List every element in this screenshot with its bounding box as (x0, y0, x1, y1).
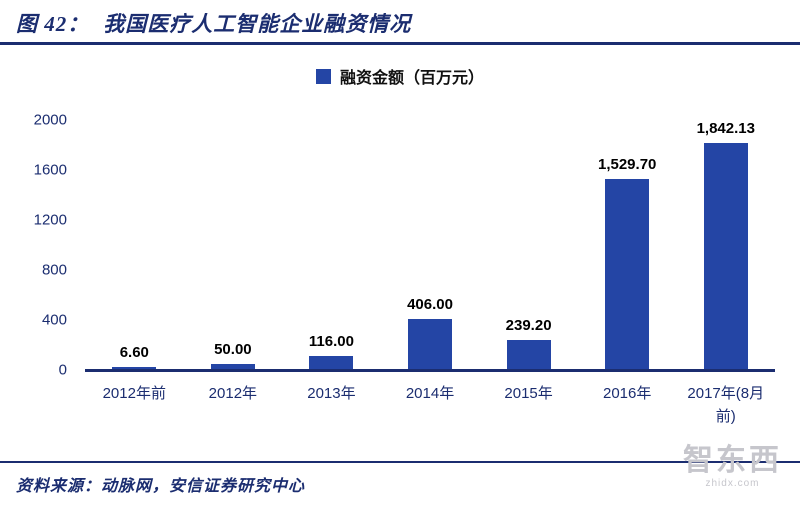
chart-legend: 融资金额（百万元） (0, 64, 800, 89)
x-axis-label: 2015年 (504, 385, 553, 402)
legend-label: 融资金额（百万元） (339, 70, 484, 87)
watermark-subtext: zhidx.com (705, 478, 760, 489)
bar-value-label: 50.00 (214, 340, 252, 358)
bar (506, 340, 551, 370)
footer-divider (0, 461, 800, 463)
bar-value-label: 239.20 (505, 317, 552, 335)
y-axis: 0 400 800 1200 1600 2000 (0, 112, 75, 379)
y-tick-label: 2000 (33, 111, 67, 129)
bar-group: 406.00 2014年 (381, 120, 480, 402)
bar-group: 1,842.13 2017年(8月前) (676, 120, 775, 425)
source-note: 资料来源：动脉网，安信证券研究中心 (16, 478, 306, 495)
bar (112, 367, 157, 370)
watermark-text: 智东西 (683, 444, 782, 477)
bar-value-label: 406.00 (407, 296, 453, 314)
x-axis-label: 2014年 (405, 385, 455, 402)
chart-title: 图 42： 我国医疗人工智能企业融资情况 (16, 8, 784, 38)
plot-area: 6.60 2012年前 50.00 2012年 116.00 2013年 406.00 201… (85, 120, 775, 425)
watermark: 智东西 zhidx.com (683, 446, 782, 489)
bar-group: 1,529.70 2016年 (578, 120, 677, 402)
title-divider (0, 42, 800, 45)
y-tick-label: 0 (58, 361, 67, 379)
figure-number: 图 42： (16, 12, 90, 36)
bar (309, 355, 354, 370)
bar-value-label: 6.60 (119, 344, 149, 361)
y-tick-label: 1600 (33, 161, 67, 179)
bar-group: 239.20 2015年 (479, 120, 578, 402)
y-tick-label: 1200 (33, 211, 67, 229)
x-axis-label: 2012年前 (102, 385, 166, 402)
figure-title-text: 我国医疗人工智能企业融资情况 (103, 12, 412, 36)
x-axis-label: 2012年 (208, 385, 258, 402)
x-axis-label: 2017年(8月前) (687, 385, 765, 425)
bar (210, 363, 255, 370)
bar-value-label: 1,842.13 (696, 120, 755, 137)
bar-value-label: 1,529.70 (597, 155, 657, 173)
x-axis-line (85, 369, 775, 372)
legend-swatch-icon (315, 68, 331, 84)
legend-entry: 融资金额（百万元） (315, 64, 484, 88)
bar-group: 50.00 2012年 (184, 120, 283, 402)
bar (703, 143, 748, 370)
bar-value-label: 116.00 (308, 332, 354, 350)
x-axis-label: 2013年 (307, 385, 356, 402)
y-tick-label: 400 (41, 311, 67, 329)
bar-group: 6.60 2012年前 (85, 120, 184, 402)
bar (605, 178, 650, 370)
bar-group: 116.00 2013年 (282, 120, 381, 403)
x-axis-label: 2016年 (602, 385, 652, 402)
bar (408, 319, 453, 370)
y-tick-label: 800 (41, 261, 67, 279)
